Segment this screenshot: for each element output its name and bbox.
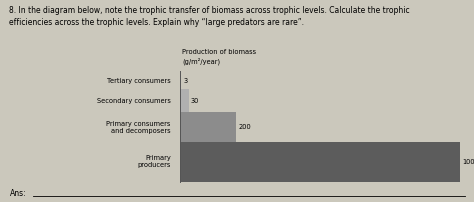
Text: Tertiary consumers: Tertiary consumers [107,78,171,84]
Text: 1000: 1000 [462,159,474,165]
FancyBboxPatch shape [180,89,189,113]
FancyBboxPatch shape [180,113,236,142]
FancyBboxPatch shape [180,142,460,182]
FancyBboxPatch shape [180,73,181,89]
Text: 8. In the diagram below, note the trophic transfer of biomass across trophic lev: 8. In the diagram below, note the trophi… [9,6,410,27]
Text: Ans:: Ans: [9,189,26,198]
Text: Primary
producers: Primary producers [137,155,171,168]
Text: 3: 3 [183,78,187,84]
Text: 200: 200 [238,124,251,130]
Text: 30: 30 [191,98,199,104]
Text: Primary consumers
and decomposers: Primary consumers and decomposers [106,121,171,134]
Text: Secondary consumers: Secondary consumers [97,98,171,104]
Text: Production of biomass
(g/m²/year): Production of biomass (g/m²/year) [182,49,256,65]
